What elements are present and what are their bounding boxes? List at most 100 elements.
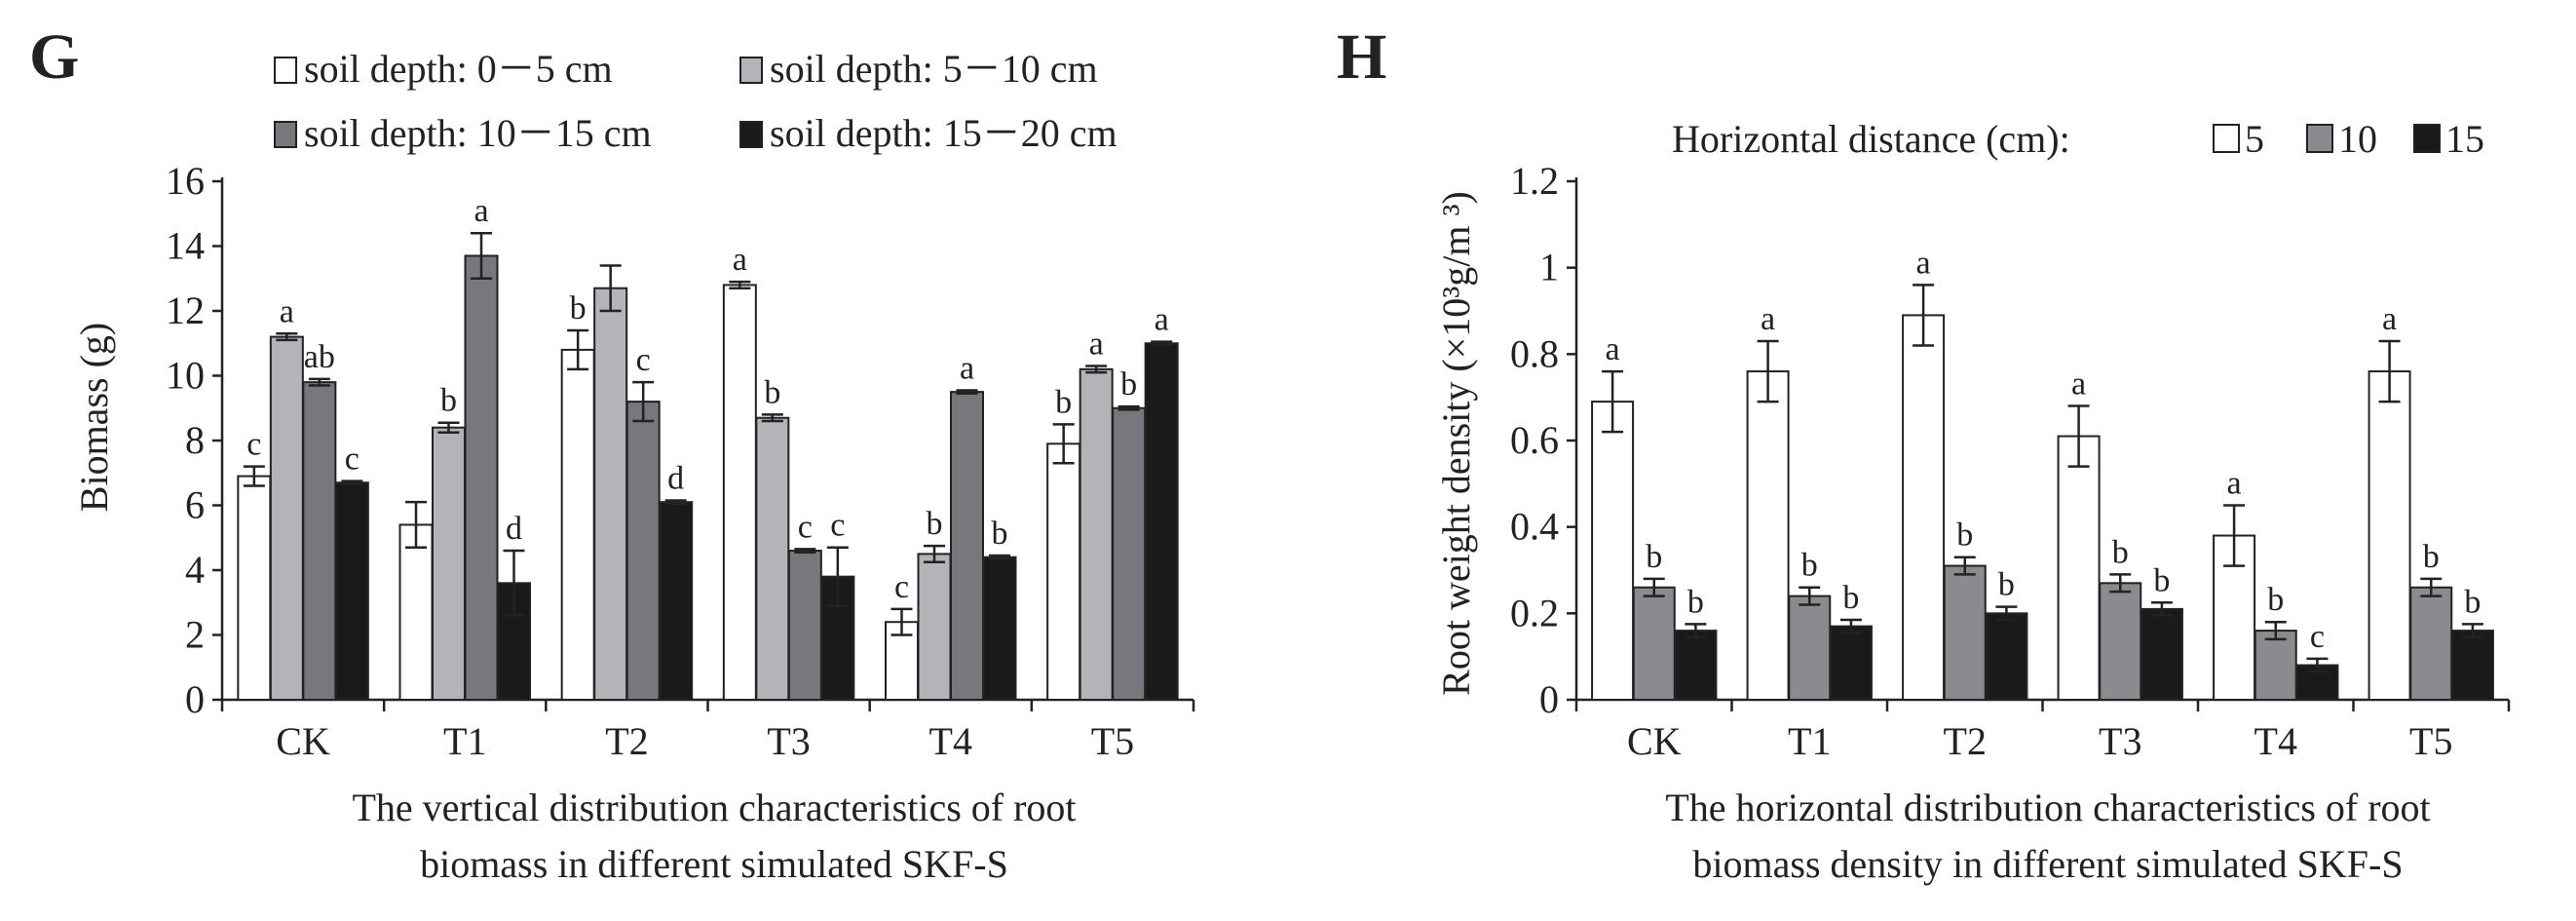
panel-g-x-tick-label: T1 — [443, 719, 486, 763]
panel-h-significance-label: c — [2310, 619, 2325, 655]
panel-h-y-tick-label: 0.4 — [1510, 505, 1559, 549]
panel-h-bar — [1985, 612, 2028, 701]
panel-g-bar — [1079, 367, 1114, 701]
panel-g-y-tick-label: 8 — [185, 418, 205, 462]
panel-h-significance-label: a — [2071, 366, 2086, 403]
panel-h-bar — [2254, 630, 2297, 701]
panel-h-bar — [1632, 586, 1676, 702]
panel-h-bar — [1591, 401, 1635, 701]
panel-g-y-tick-label: 2 — [185, 613, 205, 657]
panel-g-significance-label: c — [894, 569, 909, 605]
panel-g-y-tick-label: 4 — [185, 548, 205, 592]
panel-h-caption-line-1: The horizontal distribution characterist… — [1665, 786, 2430, 829]
panel-h-bar — [1902, 314, 1946, 701]
panel-h-x-tick-label: T3 — [2099, 719, 2141, 763]
panel-h-bar — [2099, 582, 2142, 701]
panel-g-significance-label: a — [1089, 326, 1104, 363]
panel-h-significance-label: b — [1998, 567, 2015, 603]
panel-g-bar — [755, 416, 790, 701]
panel-g-significance-label: a — [1155, 302, 1169, 338]
panel-h-y-tick-label: 1 — [1539, 246, 1559, 289]
panel-g-x-tick-label: T3 — [767, 719, 810, 763]
panel-g-significance-label: b — [570, 290, 587, 326]
panel-h-significance-label: a — [1606, 331, 1620, 367]
panel-g-legend-swatch — [739, 57, 763, 84]
panel-g-bar — [982, 556, 1017, 702]
panel-h-legend: Horizontal distance (cm): 5 10 15 — [1672, 117, 2484, 161]
panel-g-x-tick-label: CK — [276, 719, 330, 763]
panel-g-bar — [432, 426, 466, 701]
panel-g-legend-label: soil depth: 15－20 cm — [770, 111, 1118, 155]
panel-g: G Biomass (g) The vertical distribution … — [29, 21, 1195, 886]
panel-g-x-tick-label: T2 — [605, 719, 648, 763]
panel-g-x-tick-label: T4 — [929, 719, 972, 763]
panel-h-bar — [1943, 564, 1987, 701]
panel-g-significance-label: c — [246, 427, 261, 463]
panel-h-y-tick-label: 0.2 — [1510, 591, 1559, 634]
panel-g-y-tick-label: 6 — [185, 483, 205, 527]
panel-g-significance-label: c — [345, 441, 360, 478]
panel-h-bar — [2140, 607, 2183, 702]
panel-g-significance-label: b — [1055, 384, 1072, 420]
panel-h-legend-label: 5 — [2245, 117, 2264, 161]
panel-h-significance-label: b — [1646, 539, 1662, 575]
panel-h-significance-label: a — [1761, 301, 1775, 337]
panel-h-significance-label: b — [2267, 582, 2284, 618]
panel-g-bar — [398, 523, 434, 702]
panel-g-caption-line-2: biomass in different simulated SKF-S — [420, 842, 1008, 886]
panel-g-legend-label: soil depth: 10－15 cm — [304, 111, 652, 155]
panel-g-bar — [560, 348, 595, 701]
panel-g-significance-label: b — [764, 374, 780, 410]
panel-h-significance-label: b — [1687, 584, 1704, 620]
panel-h-legend-swatch — [2306, 124, 2333, 153]
panel-h-letter: H — [1337, 21, 1386, 93]
panel-g-legend-swatch — [274, 57, 297, 84]
panel-g-caption-line-1: The vertical distribution characteristic… — [352, 786, 1076, 829]
panel-h-significance-label: a — [2227, 466, 2242, 502]
panel-g-bar — [269, 335, 304, 701]
panel-g-y-tick-label: 16 — [166, 159, 205, 203]
panel-g-bar — [464, 254, 499, 701]
panel-h-y-axis-label: Root weight density (×10³g/m ³) — [1434, 191, 1478, 696]
panel-g-bar — [1144, 342, 1179, 701]
panel-h-significance-label: b — [2153, 562, 2170, 598]
panel-g-letter: G — [29, 21, 79, 93]
panel-h-significance-label: b — [1956, 518, 1973, 554]
panel-h-bar — [1788, 595, 1832, 701]
panel-g-y-axis-label: Biomass (g) — [72, 323, 116, 512]
panel-g-legend: soil depth: 0－5 cm soil depth: 5－10 cm soi… — [274, 47, 1118, 155]
panel-h-x-tick-label: T4 — [2254, 719, 2297, 763]
panel-g-y-tick-label: 12 — [166, 288, 205, 332]
panel-g-bar — [659, 501, 694, 701]
panel-g-significance-label: a — [733, 242, 747, 278]
panel-g-y-tick-label: 14 — [166, 224, 205, 268]
panel-h-x-tick-label: T1 — [1788, 719, 1831, 763]
panel-h-legend-title: Horizontal distance (cm): — [1672, 117, 2070, 161]
panel-h-y-tick-label: 0.8 — [1510, 331, 1559, 375]
panel-g-significance-label: ab — [304, 339, 335, 375]
panel-h-y-tick-label: 0 — [1539, 677, 1559, 721]
panel-h-bar — [2057, 435, 2101, 701]
panel-h-bar — [2368, 370, 2411, 701]
panel-h-bar — [1829, 625, 1873, 702]
panel-g-significance-label: d — [667, 461, 684, 497]
panel-g-bar — [334, 481, 369, 701]
panel-h-bar — [2450, 630, 2494, 701]
panel-g-bar — [593, 287, 628, 701]
panel-g-bar — [625, 401, 661, 701]
panel-g-bar — [237, 475, 272, 702]
panel-g-legend-swatch — [739, 121, 763, 148]
panel-g-x-tick-label: T5 — [1091, 719, 1134, 763]
panel-g-legend-label: soil depth: 0－5 cm — [304, 47, 613, 91]
panel-g-significance-label: a — [474, 193, 488, 229]
panel-g-significance-label: b — [927, 506, 943, 542]
panel-g-y-tick-label: 0 — [185, 677, 205, 721]
panel-g-legend-label: soil depth: 5－10 cm — [770, 47, 1098, 91]
panel-h-x-tick-label: CK — [1627, 719, 1682, 763]
panel-g-significance-label: b — [440, 383, 457, 419]
panel-h-bar — [1746, 370, 1790, 701]
panel-h-significance-label: b — [2464, 584, 2481, 620]
